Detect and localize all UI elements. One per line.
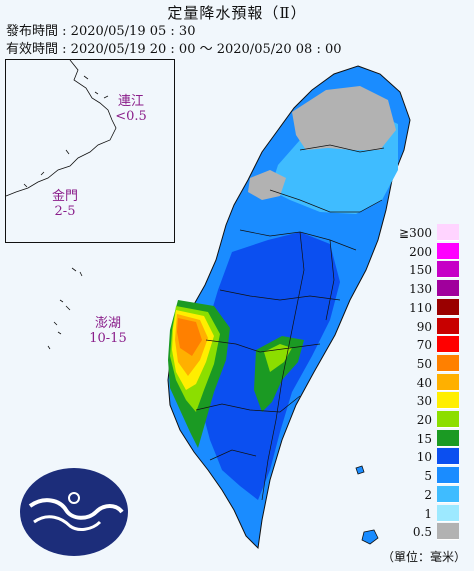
cwb-logo-icon xyxy=(20,468,128,556)
kinmen-value: 2-5 xyxy=(54,204,76,219)
legend-label: 130 xyxy=(409,282,432,296)
legend-label: 1 xyxy=(424,507,432,521)
legend-swatch xyxy=(437,374,459,391)
penghu-label: 澎湖 10-15 xyxy=(80,316,136,346)
legend-swatch xyxy=(437,355,459,372)
legend-swatch xyxy=(437,224,459,241)
lyudao-island xyxy=(355,465,365,475)
unit-label: （單位：毫米） xyxy=(381,550,466,564)
rain-band-20mm xyxy=(264,344,292,372)
legend-label: 90 xyxy=(416,320,432,334)
issue-time-value: 2020/05/19 05 : 30 xyxy=(70,24,196,39)
legend-label: 110 xyxy=(409,301,432,315)
legend-label: 50 xyxy=(416,357,432,371)
legend-swatch xyxy=(437,523,459,540)
issue-time-line: 發布時間 : 2020/05/19 05 : 30 xyxy=(6,24,196,39)
legend-swatch xyxy=(437,318,459,335)
legend-swatch xyxy=(437,486,459,503)
penghu-islands xyxy=(47,267,83,350)
penghu-name: 澎湖 xyxy=(94,316,121,331)
rain-band-05mm xyxy=(292,86,396,150)
legend-swatch xyxy=(437,261,459,278)
penghu-value: 10-15 xyxy=(89,331,127,346)
legend-label: 10 xyxy=(416,450,432,464)
valid-time-line: 有效時間 : 2020/05/19 20 : 00 〜 2020/05/20 0… xyxy=(6,42,342,57)
china-coast-inset xyxy=(5,59,117,197)
legend-swatch xyxy=(437,505,459,522)
legend-label: 150 xyxy=(409,263,432,277)
legend-label: 5 xyxy=(424,469,432,483)
legend-label: 15 xyxy=(416,432,432,446)
valid-time-value: 2020/05/19 20 : 00 〜 2020/05/20 08 : 00 xyxy=(70,42,342,57)
legend-label: 70 xyxy=(416,338,432,352)
legend-swatch xyxy=(437,336,459,353)
kinmen-name: 金門 xyxy=(51,189,78,204)
legend-swatch xyxy=(437,467,459,484)
rain-band-50mm xyxy=(177,318,202,356)
legend-label: 2 xyxy=(424,488,432,502)
legend-swatch xyxy=(437,430,459,447)
map-title: 定量降水預報（Ⅱ） xyxy=(167,4,307,22)
lanyu-island xyxy=(361,529,379,545)
legend-label: 20 xyxy=(416,413,432,427)
valid-time-label: 有效時間 xyxy=(6,42,59,57)
legend-swatch xyxy=(437,243,459,260)
matsu-label: 連江 <0.5 xyxy=(106,94,156,124)
legend-label: 200 xyxy=(409,245,432,259)
issue-time-label: 發布時間 xyxy=(6,24,59,39)
legend-label: 0.5 xyxy=(412,525,432,539)
legend-swatch xyxy=(437,411,459,428)
kinmen-label: 金門 2-5 xyxy=(40,189,90,219)
legend-swatch xyxy=(437,448,459,465)
inset-frame xyxy=(5,59,175,243)
legend-swatch xyxy=(437,392,459,409)
matsu-value: <0.5 xyxy=(115,109,147,124)
legend-swatch xyxy=(437,299,459,316)
legend-label: 40 xyxy=(416,376,432,390)
matsu-name: 連江 xyxy=(117,94,144,109)
legend-swatch xyxy=(437,280,459,297)
legend-label: 30 xyxy=(416,394,432,408)
legend-label: ≧300 xyxy=(399,226,432,240)
county-borders xyxy=(195,144,385,501)
